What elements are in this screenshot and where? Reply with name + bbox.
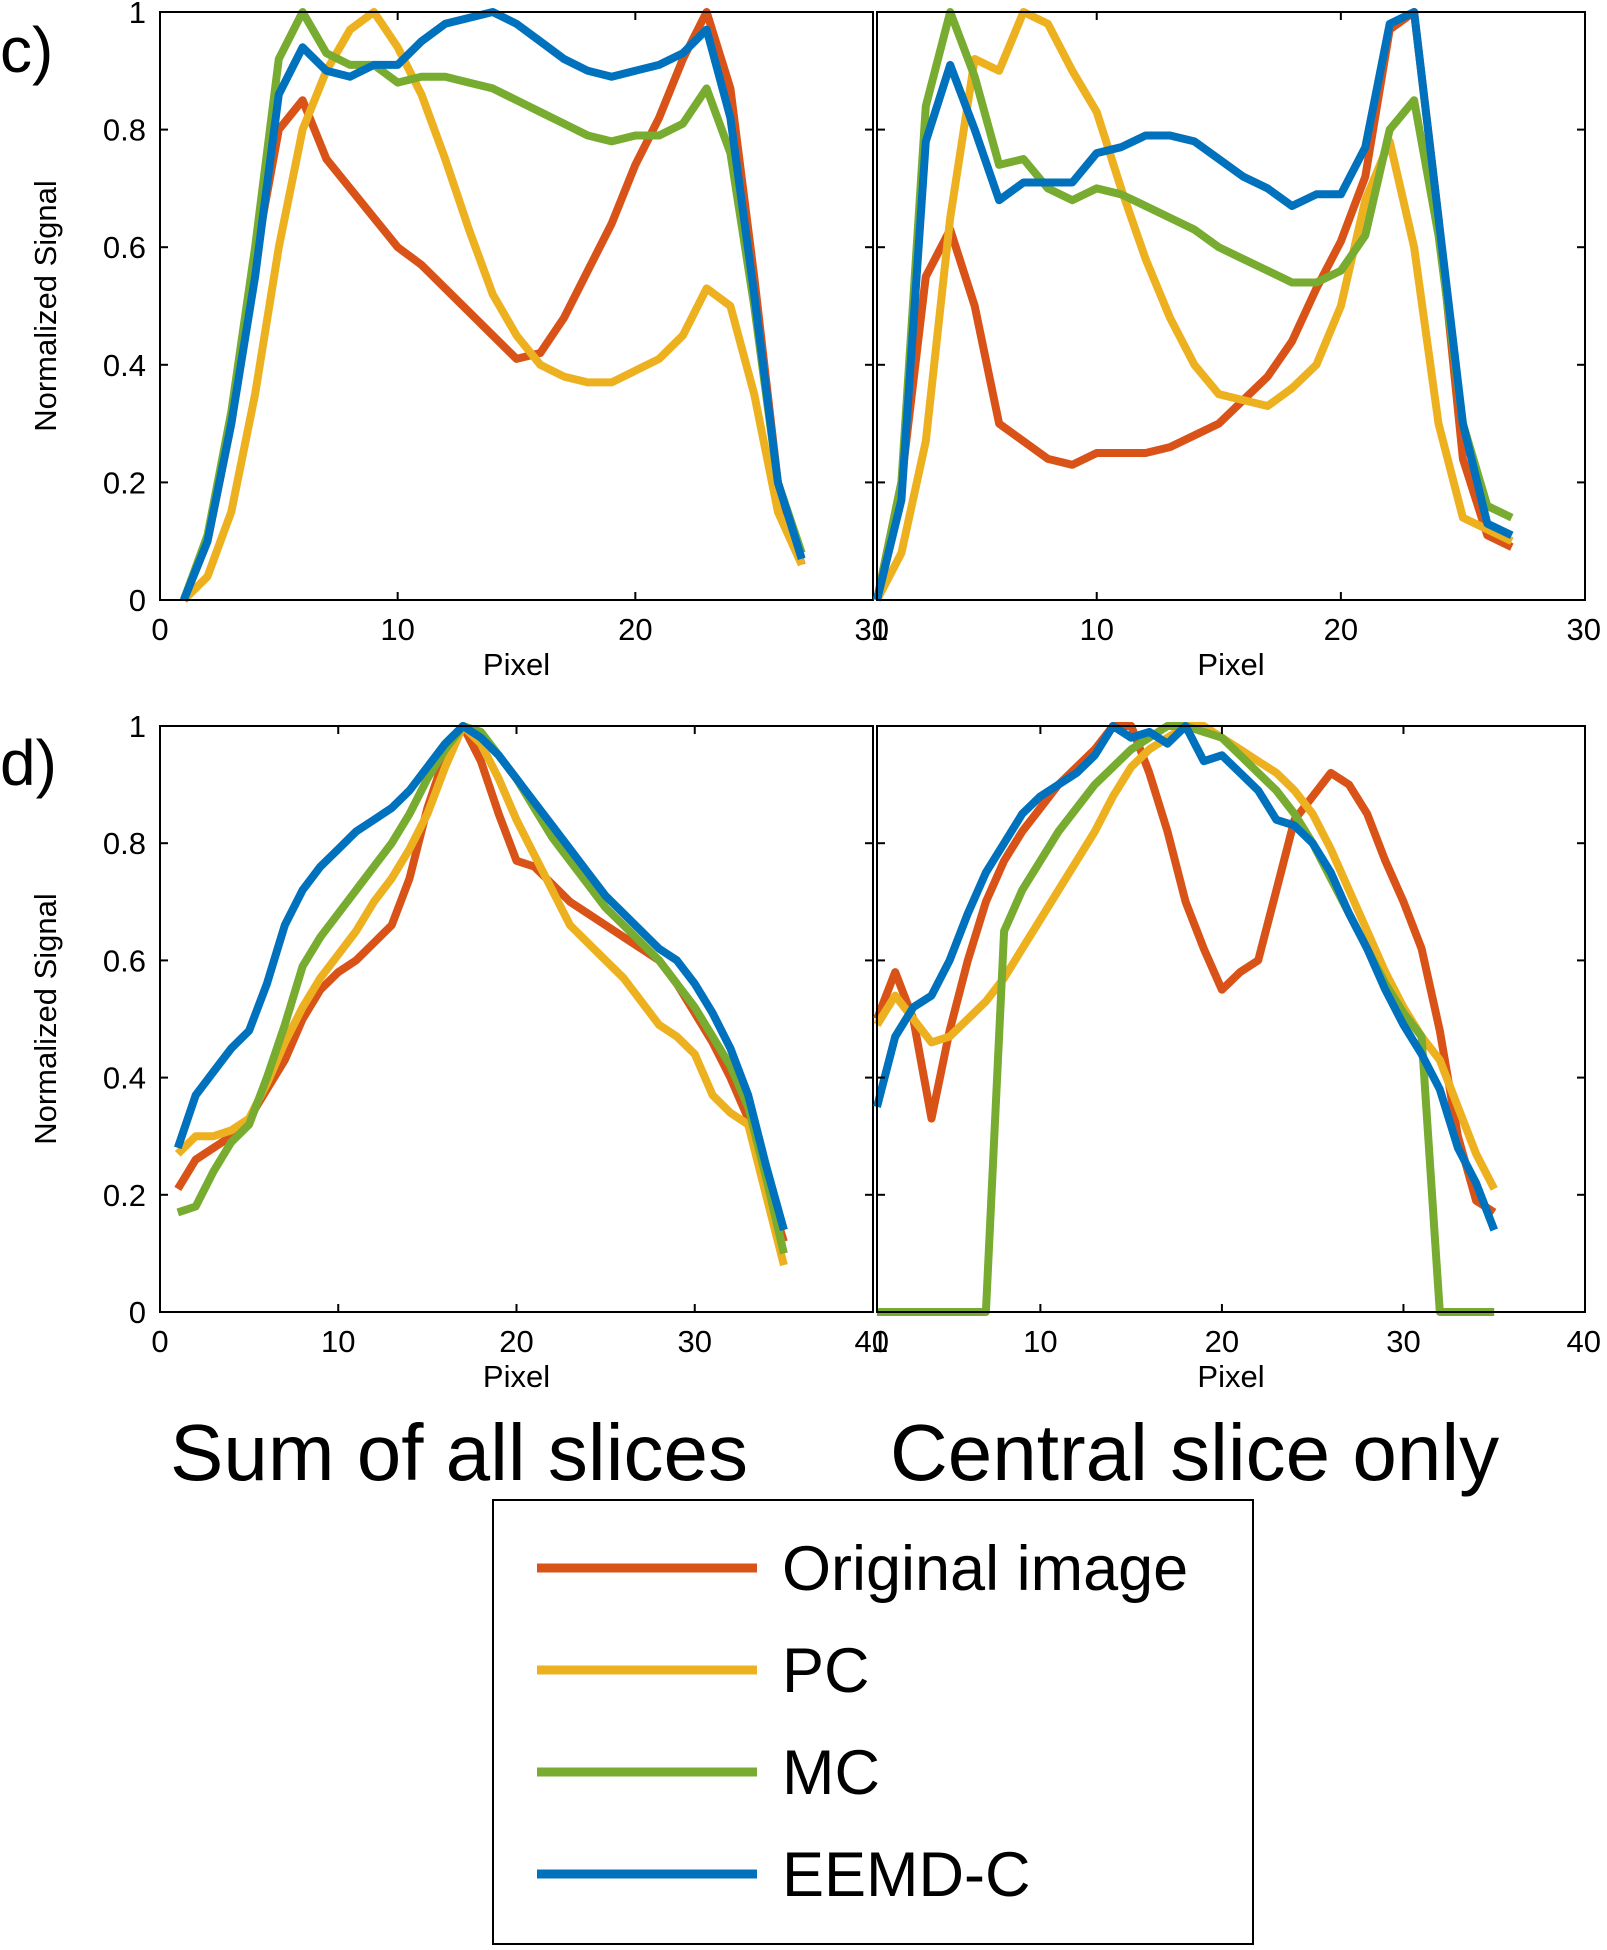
plot-d-sum: 0 10 20 30 40 0 0.2 0.4 0.6 0.8 1 Pixel Normalized S… — [28, 709, 889, 1394]
x-axis-title-d-sum: Pixel — [483, 1359, 550, 1394]
series-line-eemd-c-d-sum — [174, 722, 788, 1232]
series-line-pc-d-sum — [174, 722, 788, 1267]
plot-d-central: 1 10 20 30 40 Pixel — [871, 722, 1601, 1394]
y-tick-label-c-sum: 0.4 — [103, 348, 146, 383]
y-tick-label-c-sum: 0.2 — [103, 465, 146, 500]
series-line-eemd-c-c-central — [873, 8, 1514, 601]
legend-items: Original image PC MC EEMD-C — [537, 1534, 1188, 1910]
y-tick-label-c-sum: 0 — [129, 583, 146, 618]
x-tick-label-c-central: 10 — [1079, 612, 1113, 647]
x-tick-label-d-central: 40 — [1567, 1324, 1601, 1359]
x-axis-title-d-central: Pixel — [1197, 1359, 1264, 1394]
y-tick-label-d-sum: 0.4 — [103, 1061, 146, 1096]
y-tick-label-c-sum: 0.6 — [103, 230, 146, 265]
series-line-original-image-d-central — [873, 722, 1497, 1216]
plot-c-central: 1 10 20 30 Pixel — [871, 8, 1601, 682]
y-tick-label-c-sum: 0.8 — [103, 113, 146, 148]
series-line-mc-c-central — [873, 8, 1514, 601]
y-tick-label-d-sum: 0.6 — [103, 943, 146, 978]
x-tick-label-d-sum: 40 — [855, 1324, 889, 1359]
x-tick-label-d-sum: 0 — [151, 1324, 168, 1359]
x-tick-label-d-central: 1 — [871, 1324, 888, 1359]
legend: Original image PC MC EEMD-C — [492, 1499, 1254, 1945]
axes-frame-c-central — [876, 11, 1586, 601]
x-tick-label-d-central: 10 — [1023, 1324, 1057, 1359]
legend-label-mc: MC — [782, 1738, 880, 1808]
y-axis-title-c-sum: Normalized Signal — [28, 180, 63, 432]
y-tick-label-d-sum: 0.8 — [103, 826, 146, 861]
x-tick-label-c-sum: 10 — [380, 612, 414, 647]
series-line-mc-d-sum — [176, 722, 788, 1255]
x-tick-label-d-sum: 30 — [678, 1324, 712, 1359]
axes-frame-d-central — [876, 725, 1586, 1313]
y-tick-label-d-sum: 0.2 — [103, 1178, 146, 1213]
y-tick-label-c-sum: 1 — [129, 0, 146, 30]
y-tick-label-d-sum: 1 — [129, 709, 146, 744]
legend-label-eemd-c: EEMD-C — [782, 1840, 1031, 1910]
x-axis-title-c-sum: Pixel — [483, 647, 550, 682]
x-tick-label-d-sum: 20 — [499, 1324, 533, 1359]
series-line-pc-c-central — [873, 8, 1514, 602]
x-tick-label-c-central: 30 — [1567, 612, 1601, 647]
x-tick-label-d-central: 20 — [1205, 1324, 1239, 1359]
caption-sum-of-all-slices: Sum of all slices — [170, 1408, 748, 1497]
series-line-original-image-c-sum — [180, 8, 806, 602]
x-axis-title-c-central: Pixel — [1197, 647, 1264, 682]
legend-label-original-image: Original image — [782, 1534, 1188, 1604]
series-line-pc-c-sum — [180, 8, 806, 603]
legend-label-pc: PC — [782, 1636, 870, 1706]
x-tick-label-c-central: 1 — [871, 612, 888, 647]
plot-c-sum: 0 10 20 30 0 0.2 0.4 0.6 0.8 1 Pixel Normalized Sig… — [28, 0, 889, 682]
x-tick-label-c-sum: 20 — [618, 612, 652, 647]
y-tick-label-d-sum: 0 — [129, 1295, 146, 1330]
caption-central-slice-only: Central slice only — [890, 1408, 1499, 1497]
panel-label-d: d) — [0, 727, 57, 799]
x-tick-label-c-sum: 0 — [151, 612, 168, 647]
x-tick-label-c-sum: 30 — [855, 612, 889, 647]
x-tick-label-c-central: 20 — [1324, 612, 1358, 647]
x-tick-label-d-central: 30 — [1386, 1324, 1420, 1359]
x-tick-label-d-sum: 10 — [321, 1324, 355, 1359]
series-line-mc-c-sum — [180, 8, 806, 602]
y-axis-title-d-sum: Normalized Signal — [28, 893, 63, 1145]
axes-frame-c-sum — [159, 11, 874, 601]
panel-label-c: c) — [0, 14, 53, 86]
